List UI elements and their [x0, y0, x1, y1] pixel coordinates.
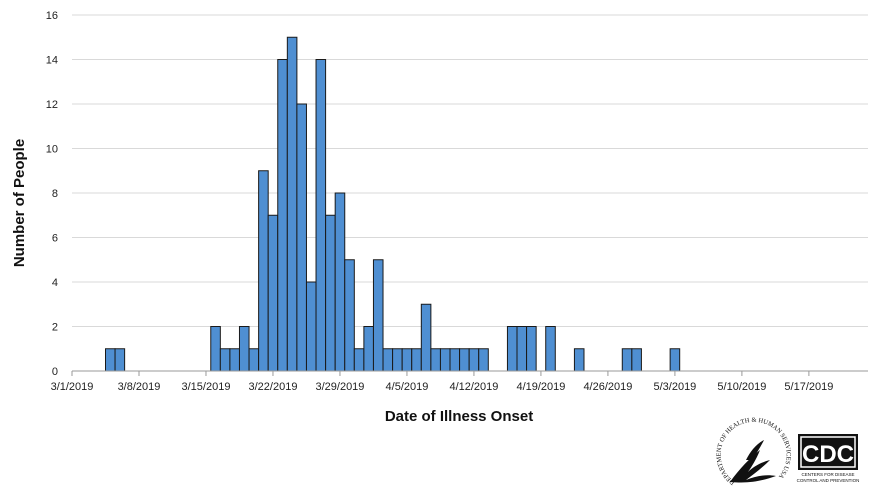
bar-3-19-2019 [238, 326, 250, 372]
bar-3-5-2019 [105, 348, 116, 372]
bar-4-6-2019 [411, 348, 422, 372]
y-tick-label: 16 [46, 10, 58, 22]
bar-4-5-2019 [401, 348, 413, 372]
bar-3-23-2019 [277, 59, 288, 372]
cdc-logo-icon: CDC CENTERS FOR DISEASE CONTROL AND PREV… [797, 434, 860, 483]
bar-4-29-2019 [631, 348, 642, 372]
bar-3-6-2019 [114, 348, 126, 372]
bar-5-3-2019 [669, 348, 681, 372]
bar-3-16-2019 [210, 326, 221, 372]
x-tick-label: 4/19/2019 [516, 381, 565, 393]
x-tick-label: 4/26/2019 [583, 381, 632, 393]
bar-3-25-2019 [296, 103, 307, 372]
y-tick-label: 12 [46, 99, 58, 111]
bar-4-7-2019 [420, 303, 432, 372]
bar-3-29-2019 [334, 192, 346, 372]
bar-3-18-2019 [229, 348, 240, 372]
bar-3-27-2019 [315, 59, 327, 372]
bar-4-10-2019 [449, 348, 461, 372]
y-tick-label: 4 [52, 277, 58, 289]
y-tick-label: 14 [46, 55, 58, 67]
bar-3-21-2019 [258, 170, 269, 372]
y-tick-label: 2 [52, 322, 58, 334]
bar-4-28-2019 [621, 348, 633, 372]
x-tick-label: 3/29/2019 [315, 381, 364, 393]
y-tick-label: 10 [46, 144, 58, 156]
x-tick-label: 5/17/2019 [784, 381, 833, 393]
bar-4-17-2019 [516, 326, 528, 372]
bar-3-30-2019 [344, 259, 355, 372]
bar-3-24-2019 [286, 36, 298, 372]
bar-4-1-2019 [363, 326, 374, 372]
bar-3-26-2019 [305, 281, 317, 372]
cdc-logo-text: CDC [802, 441, 854, 468]
bar-4-8-2019 [430, 348, 441, 372]
axes: 0 2 4 6 8 10 12 14 16 3/1/2019 3/8/2019 3/15/2019 3/… [46, 10, 868, 393]
bar-4-16-2019 [506, 326, 518, 372]
bar-4-13-2019 [478, 348, 489, 372]
hhs-eagle-seal-icon: DEPARTMENT OF HEALTH & HUMAN SERVICES US… [716, 417, 792, 486]
x-axis-title: Date of Illness Onset [385, 408, 533, 425]
x-tick-label: 4/12/2019 [449, 381, 498, 393]
bar-3-20-2019 [248, 348, 260, 372]
cdc-subtext-1: CENTERS FOR DISEASE [801, 472, 854, 477]
y-tick-label: 0 [52, 366, 58, 378]
y-tick-label: 6 [52, 233, 58, 245]
x-tick-label: 5/10/2019 [717, 381, 766, 393]
bar-4-3-2019 [382, 348, 394, 372]
bar-4-4-2019 [392, 348, 403, 372]
x-tick-label: 3/15/2019 [182, 381, 231, 393]
bar-4-9-2019 [439, 348, 451, 372]
bar-4-18-2019 [526, 326, 537, 372]
y-axis-title: Number of People [11, 139, 28, 267]
bar-4-2-2019 [372, 259, 384, 372]
bars [105, 36, 681, 372]
x-tick-label: 4/5/2019 [386, 381, 429, 393]
x-tick-label: 3/8/2019 [118, 381, 161, 393]
bar-4-23-2019 [573, 348, 585, 372]
bar-3-22-2019 [267, 214, 279, 372]
bar-4-20-2019 [545, 326, 556, 372]
gridlines [72, 14, 868, 327]
cdc-subtext-2: CONTROL AND PREVENTION [797, 478, 860, 483]
bar-4-12-2019 [468, 348, 480, 372]
bar-3-31-2019 [353, 348, 365, 372]
bar-3-28-2019 [325, 214, 336, 372]
y-tick-label: 8 [52, 188, 58, 200]
bar-4-11-2019 [459, 348, 470, 372]
x-tick-label: 5/3/2019 [653, 381, 696, 393]
x-tick-label: 3/1/2019 [51, 381, 94, 393]
x-tick-label: 3/22/2019 [249, 381, 298, 393]
bar-3-17-2019 [219, 348, 231, 372]
